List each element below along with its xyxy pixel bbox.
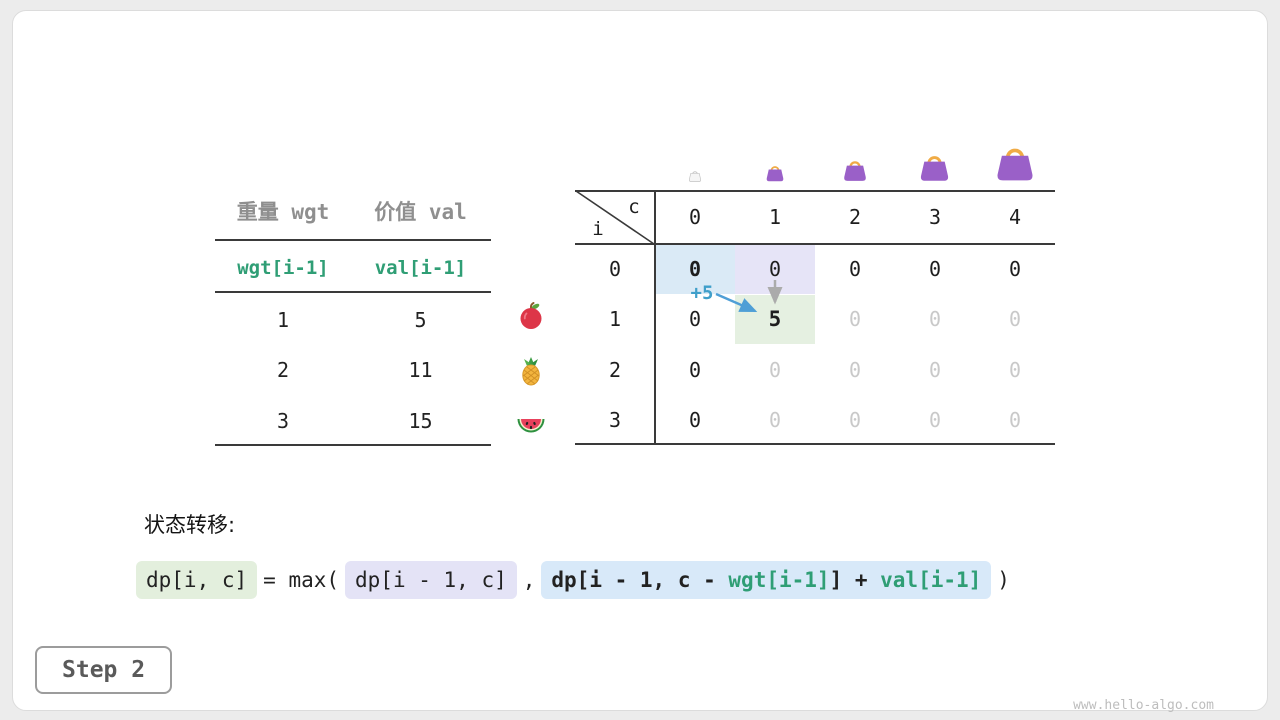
dp-cell-2-2: 0 — [848, 358, 862, 382]
formula-term-take-mid: ] + — [829, 568, 881, 592]
dp-row-header: 2 — [608, 358, 622, 382]
dp-cell-2-4: 0 — [1008, 358, 1022, 382]
item-table-symbol-val: val[i-1] — [374, 257, 467, 279]
dp-cell-3-2: 0 — [848, 408, 862, 432]
item-weight-cell: 2 — [276, 358, 290, 382]
item-table-border-line — [215, 291, 491, 293]
dp-cell-1-4: 0 — [1008, 307, 1022, 331]
step-badge[interactable]: Step 2 — [35, 646, 173, 694]
dp-table-border-line — [575, 443, 1055, 445]
dp-cell-0-3: 0 — [928, 257, 942, 281]
watermelon-icon — [517, 419, 545, 433]
item-weight-cell: 1 — [276, 308, 290, 332]
bag-icon-capacity-2 — [844, 161, 866, 181]
dp-cell-3-0: 0 — [688, 408, 702, 432]
item-value-cell: 5 — [414, 308, 427, 332]
bag-icon-capacity-3 — [920, 156, 949, 181]
dp-col-header: 0 — [688, 205, 702, 229]
item-table-border-line — [215, 239, 491, 241]
state-transition-label: 状态转移: — [144, 513, 236, 537]
dp-table-diagonal-line — [575, 190, 655, 245]
item-table-border-line — [215, 444, 491, 446]
dp-col-header: 4 — [1008, 205, 1022, 229]
formula-term-take-prefix: dp[i - 1, c - — [551, 568, 729, 592]
formula-lhs: dp[i, c] — [136, 561, 258, 599]
item-table-symbol-wgt: wgt[i-1] — [237, 257, 329, 279]
dp-table-border-line — [575, 190, 1055, 192]
dp-cell-3-1: 0 — [768, 408, 782, 432]
dp-corner-label-c: c — [628, 196, 640, 218]
item-table-header-value: 价值 val — [374, 200, 467, 224]
dp-cell-2-1: 0 — [768, 358, 782, 382]
dp-table-border-line — [654, 190, 656, 445]
dp-row-header: 0 — [608, 257, 622, 281]
dp-cell-1-1: 5 — [768, 307, 782, 331]
dp-row-header: 1 — [608, 307, 622, 331]
item-table-header-weight: 重量 wgt — [236, 200, 330, 224]
dp-cell-1-3: 0 — [928, 307, 942, 331]
formula-close-paren: ) — [997, 568, 1010, 592]
gain-label: +5 — [690, 282, 714, 304]
item-weight-cell: 3 — [276, 409, 290, 433]
dp-cell-1-0: 0 — [688, 307, 702, 331]
dp-col-header: 1 — [768, 205, 782, 229]
dp-corner-label-i: i — [592, 218, 604, 240]
bag-icon-capacity-1 — [766, 166, 784, 182]
pineapple-icon — [522, 357, 540, 386]
formula-term-keep: dp[i - 1, c] — [345, 561, 517, 599]
dp-cell-0-4: 0 — [1008, 257, 1022, 281]
dp-cell-0-2: 0 — [848, 257, 862, 281]
item-value-cell: 15 — [408, 409, 433, 433]
dp-col-header: 2 — [848, 205, 862, 229]
dp-cell-2-0: 0 — [688, 358, 702, 382]
dp-cell-1-2: 0 — [848, 307, 862, 331]
formula-term-take: dp[i - 1, c - wgt[i-1]] + val[i-1] — [541, 561, 992, 599]
highlight-cell-dp-0-0 — [655, 245, 735, 294]
site-watermark: www.hello-algo.com — [1073, 698, 1214, 713]
dp-cell-0-1: 0 — [768, 257, 782, 281]
bag-icon-capacity-4 — [997, 148, 1033, 181]
state-transition-formula: dp[i, c] = max( dp[i - 1, c] , dp[i - 1,… — [136, 559, 1016, 601]
dp-cell-2-3: 0 — [928, 358, 942, 382]
dp-table-border-line — [575, 243, 1055, 245]
dp-cell-0-0: 0 — [688, 257, 702, 281]
item-value-cell: 11 — [408, 358, 433, 382]
dp-cell-3-3: 0 — [928, 408, 942, 432]
apple-icon — [520, 302, 542, 329]
dp-col-header: 3 — [928, 205, 942, 229]
bag-icon-capacity-0 — [688, 171, 702, 182]
formula-comma: , — [522, 568, 536, 592]
formula-term-take-wgt: wgt[i-1] — [728, 568, 830, 592]
formula-term-take-val: val[i-1] — [880, 568, 982, 592]
dp-cell-3-4: 0 — [1008, 408, 1022, 432]
dp-row-header: 3 — [608, 408, 622, 432]
formula-equals-max: = max( — [263, 568, 340, 592]
